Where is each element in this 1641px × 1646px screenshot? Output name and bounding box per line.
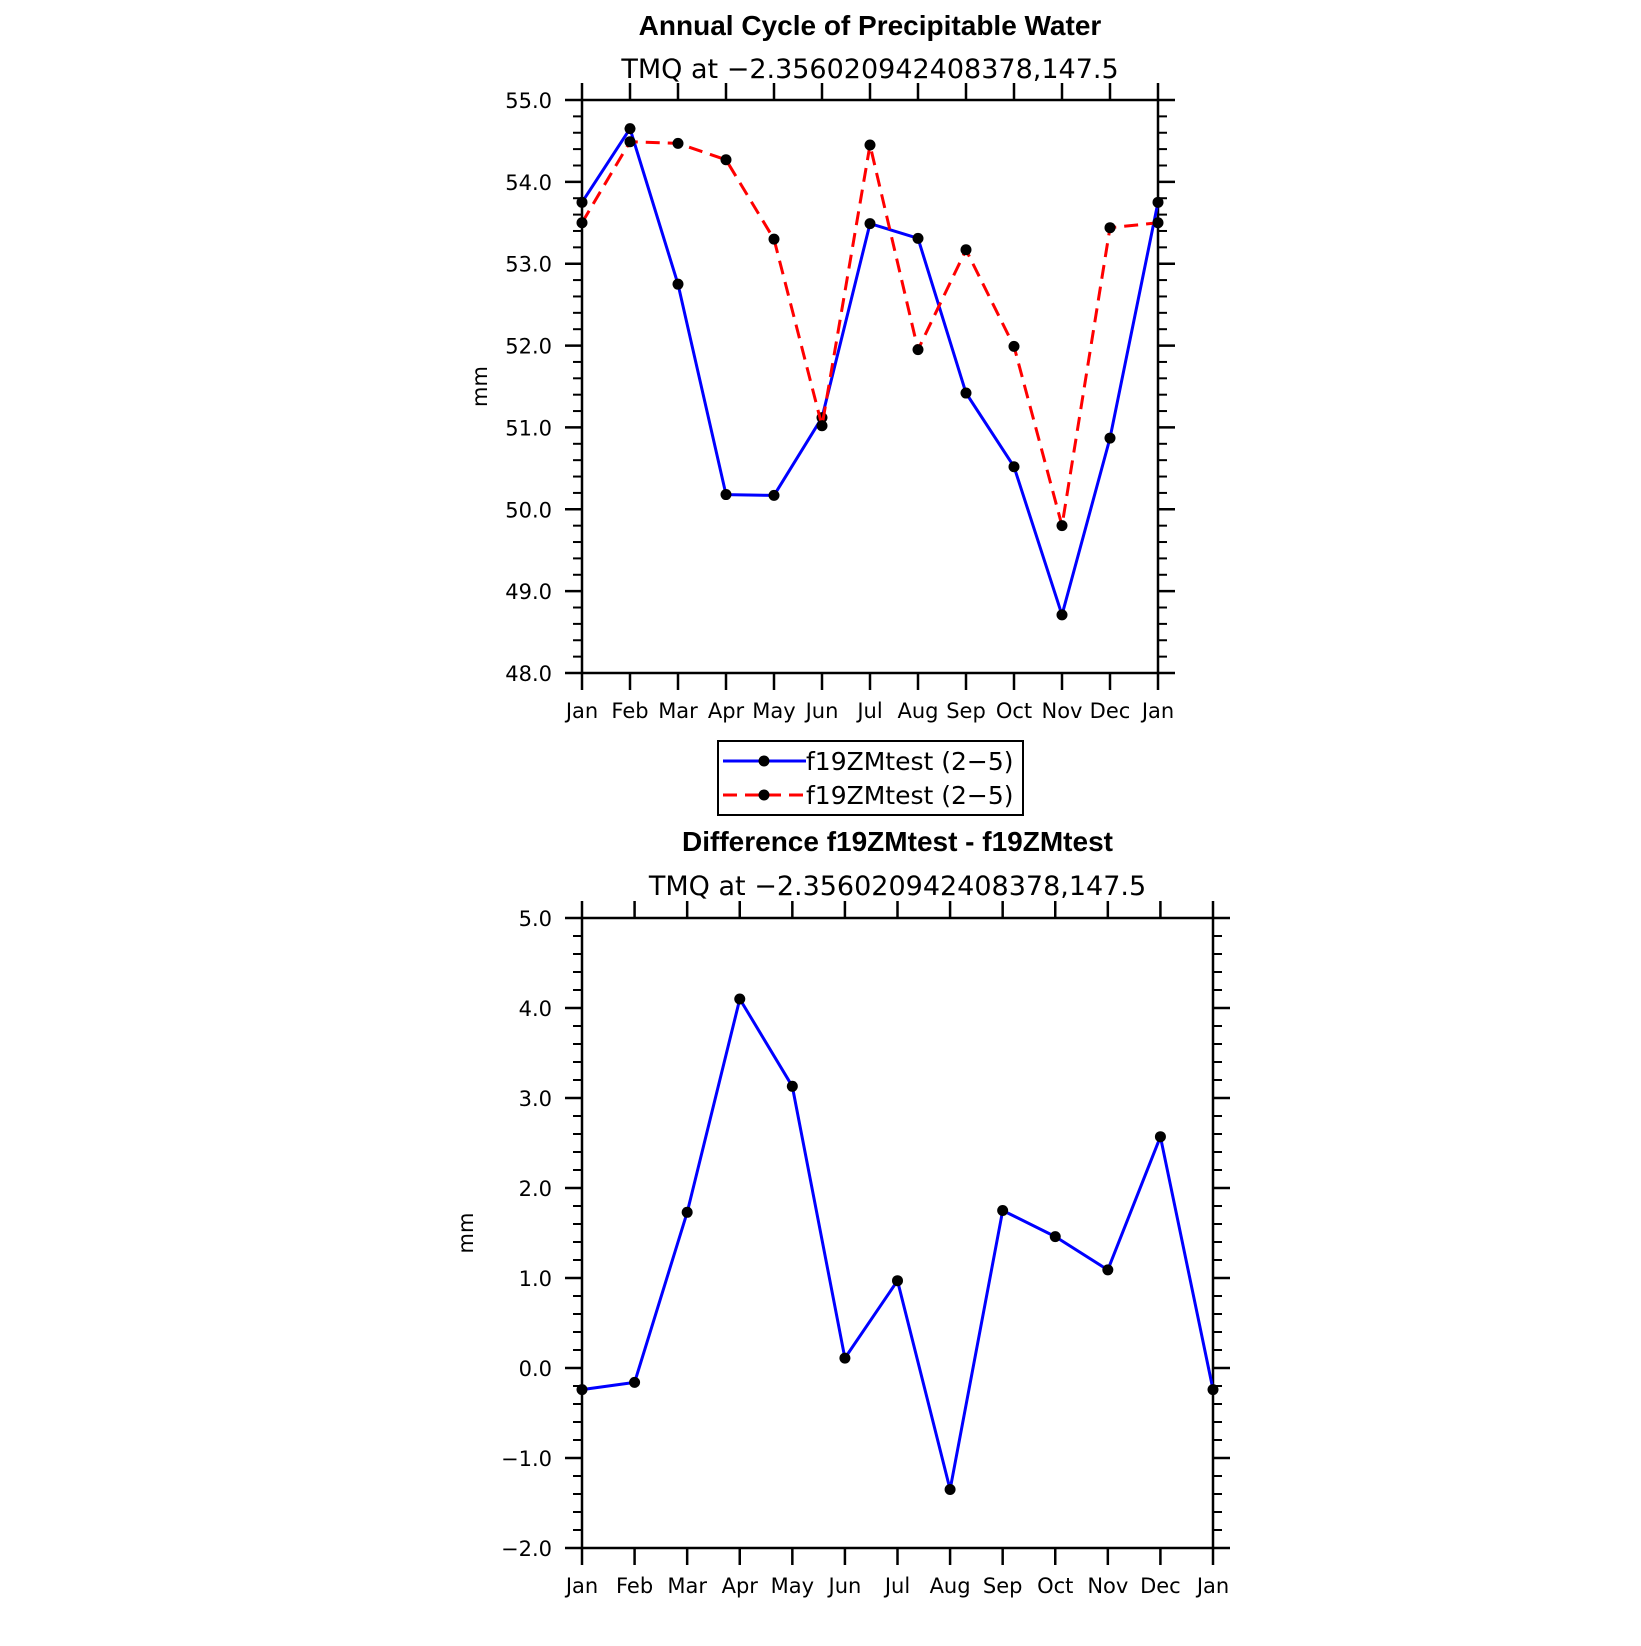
- x-tick-label: Aug: [897, 699, 938, 723]
- data-point: [1104, 222, 1116, 234]
- x-tick-label: Apr: [708, 699, 745, 723]
- data-point: [734, 993, 746, 1005]
- y-axis-label: mm: [468, 366, 492, 407]
- x-tick-label: Dec: [1140, 1574, 1181, 1598]
- data-point: [672, 278, 684, 290]
- y-tick-label: 3.0: [519, 1087, 552, 1111]
- y-tick-label: 54.0: [505, 171, 552, 195]
- x-tick-label: Jun: [827, 1574, 862, 1598]
- y-tick-label: 2.0: [519, 1177, 552, 1201]
- x-tick-label: Nov: [1042, 699, 1083, 723]
- x-tick-label: Mar: [658, 699, 698, 723]
- data-point: [786, 1080, 798, 1092]
- data-point: [768, 233, 780, 245]
- difference-panel: Difference f19ZMtest - f19ZMtest TMQ at −…: [454, 826, 1230, 1598]
- x-tick-label: Sep: [983, 1574, 1023, 1598]
- x-tick-label: Jan: [1195, 1574, 1229, 1598]
- data-point: [1056, 609, 1068, 621]
- data-point: [720, 154, 732, 166]
- y-tick-label: 4.0: [519, 997, 552, 1021]
- chart-title: Annual Cycle of Precipitable Water: [639, 10, 1102, 41]
- data-point: [576, 1384, 588, 1396]
- data-point: [816, 420, 828, 432]
- x-tick-label: Jan: [1140, 699, 1174, 723]
- y-tick-label: 48.0: [505, 662, 552, 686]
- data-point: [672, 137, 684, 149]
- chart-title: Difference f19ZMtest - f19ZMtest: [682, 826, 1113, 857]
- x-tick-label: Feb: [616, 1574, 653, 1598]
- data-point: [944, 1484, 956, 1495]
- x-tick-label: Apr: [722, 1574, 759, 1598]
- data-point: [912, 344, 924, 356]
- data-point: [1056, 520, 1068, 532]
- x-tick-label: Jan: [564, 1574, 598, 1598]
- data-point: [997, 1205, 1009, 1216]
- y-tick-label: −1.0: [501, 1447, 552, 1471]
- x-tick-label: Jan: [564, 699, 598, 723]
- data-point: [624, 136, 636, 148]
- data-point: [1102, 1264, 1114, 1276]
- y-axis-label: mm: [454, 1213, 478, 1254]
- legend-marker: [758, 755, 770, 767]
- x-tick-label: Dec: [1090, 699, 1131, 723]
- data-point: [681, 1206, 693, 1218]
- data-point: [960, 387, 972, 399]
- x-tick-label: Oct: [1037, 1574, 1073, 1598]
- data-point: [1008, 340, 1020, 352]
- chart-subtitle: TMQ at −2.356020942408378,147.5: [620, 54, 1118, 85]
- legend-marker: [758, 789, 770, 801]
- data-point: [864, 218, 876, 230]
- data-point: [576, 196, 588, 208]
- data-point: [768, 489, 780, 501]
- data-point: [1154, 1131, 1166, 1143]
- x-tick-label: Oct: [996, 699, 1032, 723]
- x-tick-label: May: [752, 699, 795, 723]
- data-point: [1152, 217, 1164, 229]
- x-tick-label: May: [771, 1574, 814, 1598]
- y-tick-label: −2.0: [501, 1537, 552, 1561]
- y-tick-label: 1.0: [519, 1267, 552, 1291]
- data-point: [1152, 196, 1164, 208]
- data-point: [912, 232, 924, 244]
- x-tick-label: Jul: [883, 1574, 910, 1598]
- legend: f19ZMtest (2−5) f19ZMtest (2−5): [717, 740, 1024, 816]
- data-point: [1008, 461, 1020, 473]
- y-tick-label: 53.0: [505, 253, 552, 277]
- x-tick-label: Aug: [930, 1574, 971, 1598]
- data-point: [892, 1275, 903, 1287]
- data-point: [960, 244, 972, 256]
- legend-label-0: f19ZMtest (2−5): [806, 747, 1014, 776]
- y-tick-label: 0.0: [519, 1357, 552, 1381]
- data-point: [1049, 1231, 1061, 1243]
- y-tick-label: 55.0: [505, 89, 552, 113]
- x-tick-label: Sep: [946, 699, 986, 723]
- y-tick-label: 52.0: [505, 335, 552, 359]
- x-tick-label: Feb: [611, 699, 648, 723]
- x-tick-label: Jun: [804, 699, 839, 723]
- data-point: [864, 139, 876, 151]
- y-tick-label: 50.0: [505, 498, 552, 522]
- data-point: [1104, 432, 1116, 444]
- data-point: [629, 1376, 641, 1388]
- data-point: [1207, 1384, 1219, 1396]
- data-point: [839, 1352, 851, 1364]
- data-point: [624, 123, 636, 135]
- x-tick-label: Nov: [1087, 1574, 1128, 1598]
- y-tick-label: 49.0: [505, 580, 552, 604]
- x-tick-label: Mar: [667, 1574, 707, 1598]
- x-tick-label: Jul: [855, 699, 882, 723]
- data-point: [576, 217, 588, 229]
- legend-label-1: f19ZMtest (2−5): [806, 781, 1014, 810]
- chart-subtitle: TMQ at −2.356020942408378,147.5: [648, 871, 1146, 902]
- legend-box: [717, 740, 1024, 816]
- annual-cycle-panel: Annual Cycle of Precipitable Water TMQ at…: [468, 10, 1175, 723]
- y-tick-label: 5.0: [519, 907, 552, 931]
- y-tick-label: 51.0: [505, 416, 552, 440]
- data-point: [720, 489, 732, 501]
